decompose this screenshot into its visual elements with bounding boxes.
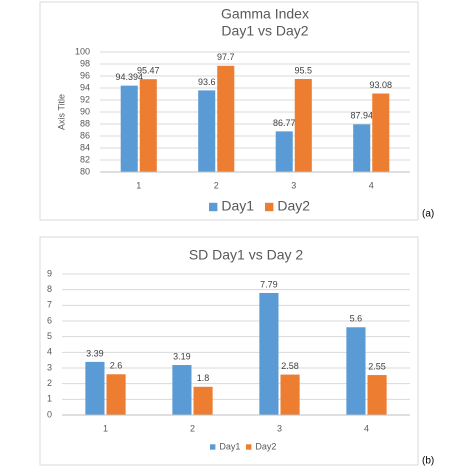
data-label: 5.6 (350, 314, 363, 324)
y-tick-label: 86 (80, 130, 90, 140)
y-tick-label: 4 (47, 347, 52, 357)
x-tick-label: 1 (103, 423, 108, 433)
bar (106, 374, 126, 415)
bar (275, 131, 293, 172)
y-tick-label: 2 (47, 378, 52, 388)
data-label: 93.08 (370, 80, 393, 90)
y-tick-label: 7 (47, 300, 52, 310)
x-tick-label: 2 (214, 180, 219, 190)
y-tick-label: 0 (47, 409, 52, 419)
bar (353, 124, 371, 172)
y-tick-label: 80 (80, 166, 90, 176)
y-tick-label: 98 (80, 58, 90, 68)
bar (367, 375, 387, 415)
y-tick-label: 9 (47, 268, 52, 278)
y-tick-label: 92 (80, 94, 90, 104)
x-tick-label: 1 (136, 180, 141, 190)
legend-swatch (246, 444, 252, 450)
x-tick-label: 2 (190, 423, 195, 433)
data-label: 3.19 (173, 351, 191, 361)
data-label: 93.6 (198, 77, 216, 87)
bar (120, 85, 138, 172)
y-tick-label: 82 (80, 154, 90, 164)
panel-label: (b) (422, 456, 434, 467)
data-label: 2.55 (368, 361, 386, 371)
data-label: 7.79 (260, 279, 278, 289)
y-axis-title: Axis Title (56, 94, 66, 130)
x-tick-label: 3 (291, 180, 296, 190)
y-tick-label: 88 (80, 118, 90, 128)
data-label: 2.6 (110, 361, 123, 371)
data-label: 95.47 (137, 66, 160, 76)
bar (198, 90, 216, 172)
bar (139, 79, 157, 172)
data-label: 1.8 (197, 373, 210, 383)
bar (172, 365, 192, 415)
bar (259, 292, 279, 415)
data-label: 2.58 (281, 361, 299, 371)
legend-swatch (265, 202, 274, 212)
legend-label: Day1 (221, 198, 254, 214)
data-label: 95.5 (295, 65, 313, 75)
x-tick-label: 4 (364, 423, 369, 433)
data-label: 3.39 (86, 348, 104, 358)
chart-title: SD Day1 vs Day 2 (189, 247, 304, 263)
x-tick-label: 4 (369, 180, 374, 190)
x-tick-label: 3 (277, 423, 282, 433)
bar (294, 79, 312, 172)
legend-label: Day2 (277, 198, 310, 214)
legend-label: Day1 (219, 441, 240, 451)
bar (372, 93, 390, 172)
y-tick-label: 94 (80, 82, 90, 92)
bar (85, 361, 105, 415)
chart-title: Gamma Index (221, 6, 309, 22)
bar (217, 65, 235, 172)
y-tick-label: 84 (80, 142, 90, 152)
y-tick-label: 5 (47, 331, 52, 341)
bar (346, 327, 366, 415)
y-tick-label: 8 (47, 284, 52, 294)
y-tick-label: 6 (47, 315, 52, 325)
y-tick-label: 3 (47, 362, 52, 372)
data-label: 97.7 (217, 52, 235, 62)
y-tick-label: 1 (47, 394, 52, 404)
legend-label: Day2 (255, 441, 276, 451)
y-tick-label: 90 (80, 106, 90, 116)
data-label: 87.94 (350, 111, 373, 121)
legend-swatch (210, 444, 216, 450)
legend-swatch (209, 202, 218, 212)
bar (193, 386, 213, 415)
data-label: 86.77 (273, 118, 296, 128)
y-tick-label: 96 (80, 70, 90, 80)
data-label: 94.394 (115, 72, 143, 82)
chart-subtitle: Day1 vs Day2 (221, 23, 308, 39)
bar (280, 374, 300, 415)
panel-label: (a) (422, 209, 434, 220)
y-tick-label: 100 (75, 46, 90, 56)
